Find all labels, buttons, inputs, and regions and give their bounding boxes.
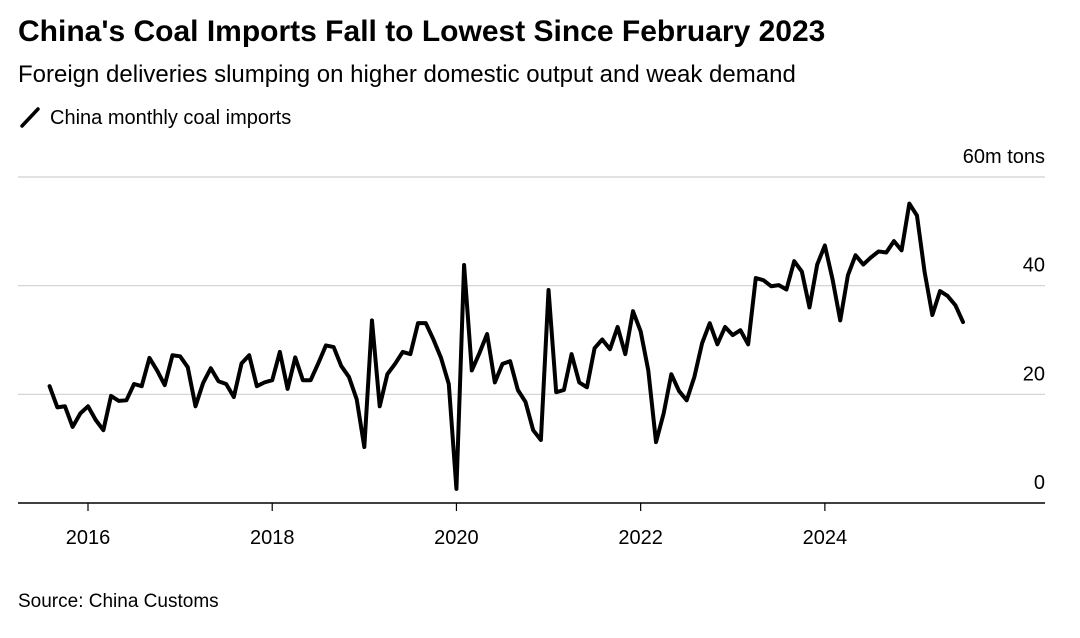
x-tick-label: 2022: [618, 527, 663, 549]
x-tick-label: 2020: [434, 527, 479, 549]
chart-subtitle: Foreign deliveries slumping on higher do…: [18, 61, 796, 88]
source: Source: China Customs: [18, 591, 219, 612]
legend-label: China monthly coal imports: [50, 107, 291, 129]
x-tick-label: 2016: [66, 527, 111, 549]
x-tick-label: 2024: [803, 527, 848, 549]
legend-icon: [20, 107, 40, 128]
y-tick-label: 20: [1023, 363, 1045, 385]
y-tick-label: 40: [1023, 255, 1045, 277]
plot-area: 0 20 40 60m tons 2016 2018 2020 2022 2024: [18, 146, 1045, 549]
y-tick-label: 0: [1034, 472, 1045, 494]
data-line: [47, 201, 966, 491]
x-tick-label: 2018: [250, 527, 295, 549]
y-tick-label: 60m tons: [963, 146, 1045, 168]
chart-title: China's Coal Imports Fall to Lowest Sinc…: [18, 15, 825, 48]
